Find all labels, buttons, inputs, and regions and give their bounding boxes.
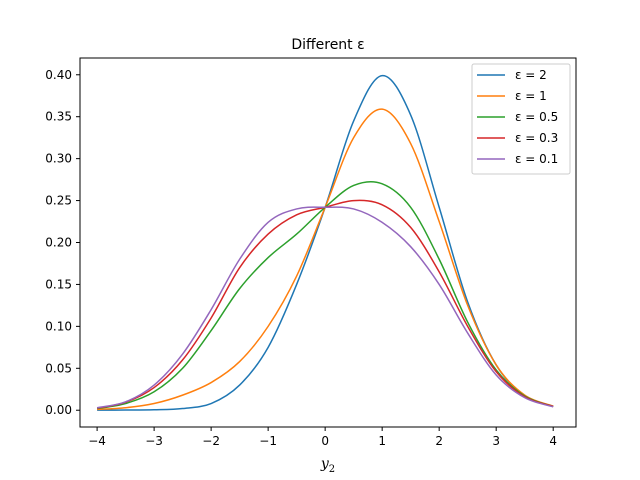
x-axis-ticks: −4 −3 −2 −1 0 1 2 3 4	[88, 427, 557, 448]
x-tick-label: 0	[321, 434, 329, 448]
x-tick-label: −4	[88, 434, 106, 448]
x-axis-label-subscript: 2	[329, 464, 335, 475]
x-axis-label-main: y	[320, 456, 330, 472]
legend-box	[471, 63, 571, 175]
y-tick-label: 0.05	[45, 361, 72, 375]
y-axis-ticks: 0.00 0.05 0.10 0.15 0.20 0.25 0.30 0.35 0.40	[45, 68, 80, 417]
y-tick-label: 0.15	[45, 277, 72, 291]
x-tick-label: 3	[492, 434, 500, 448]
x-tick-label: −1	[259, 434, 277, 448]
x-tick-label: 2	[435, 434, 443, 448]
legend: ε = 2 ε = 1 ε = 0.5 ε = 0.3 ε = 0.1	[471, 63, 571, 175]
chart-title: Different ε	[291, 37, 364, 53]
x-tick-label: −3	[145, 434, 163, 448]
y-tick-label: 0.00	[45, 403, 72, 417]
legend-label-3: ε = 0.3	[515, 131, 558, 145]
y-tick-label: 0.35	[45, 110, 72, 124]
series-line-3	[96, 199, 554, 409]
y-tick-label: 0.20	[45, 236, 72, 250]
x-tick-label: 4	[549, 434, 557, 448]
series-lines	[96, 74, 554, 411]
x-axis-label: y2	[320, 456, 335, 475]
y-tick-label: 0.25	[45, 194, 72, 208]
x-tick-label: −2	[202, 434, 220, 448]
y-tick-label: 0.30	[45, 152, 72, 166]
legend-label-0: ε = 2	[515, 68, 547, 82]
series-line-1	[97, 108, 554, 411]
legend-label-4: ε = 0.1	[515, 152, 558, 166]
series-line-4	[96, 206, 554, 409]
y-tick-label: 0.40	[45, 68, 72, 82]
x-tick-label: 1	[378, 434, 386, 448]
legend-label-2: ε = 0.5	[515, 110, 558, 124]
legend-label-1: ε = 1	[515, 89, 547, 103]
y-tick-label: 0.10	[45, 319, 72, 333]
